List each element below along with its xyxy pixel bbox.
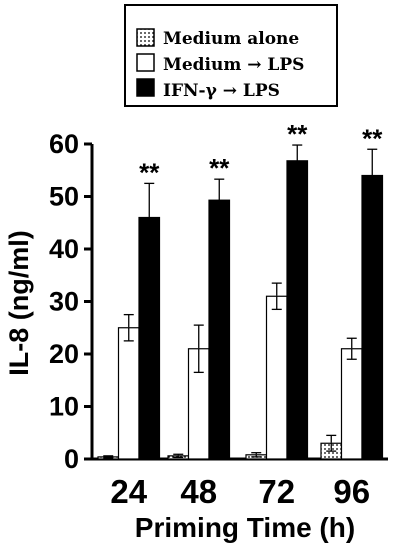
y-tick-label: 50 <box>49 182 79 212</box>
significance-marker: ** <box>287 119 308 149</box>
legend-swatch-medium-alone <box>136 28 155 47</box>
y-tick-label: 20 <box>49 339 79 369</box>
legend-swatch-medium-lps <box>136 53 155 72</box>
bar-open-24 <box>117 327 140 460</box>
significance-marker: ** <box>209 153 230 183</box>
bar-solid-48 <box>208 199 231 460</box>
x-tick-label: 96 <box>333 473 370 510</box>
x-axis-title: Priming Time (h) <box>135 512 355 543</box>
y-tick-label: 40 <box>49 234 79 264</box>
x-tick-label: 48 <box>180 473 217 510</box>
y-tick-label: 30 <box>49 287 79 317</box>
y-tick-label: 60 <box>49 129 79 159</box>
y-axis-title: IL-8 (ng/ml) <box>4 230 34 375</box>
legend: Medium alone Medium → LPS IFN-γ → LPS <box>124 4 338 107</box>
bar-open-72 <box>265 295 288 460</box>
bar-solid-96 <box>361 174 384 460</box>
x-tick-label: 72 <box>258 473 295 510</box>
bar-open-96 <box>340 348 363 460</box>
y-tick-label: 10 <box>49 392 79 422</box>
legend-label-ifn-lps: IFN-γ → LPS <box>163 81 280 101</box>
legend-label-medium-lps: Medium → LPS <box>163 55 304 75</box>
plot-area: 0 10 20 30 40 50 60 24 48 72 96 ** ** ** ** <box>49 119 388 510</box>
significance-marker: ** <box>362 123 383 153</box>
significance-marker: ** <box>139 157 160 187</box>
legend-box <box>124 4 338 107</box>
y-tick-label: 0 <box>64 444 79 474</box>
legend-label-medium-alone: Medium alone <box>163 29 299 49</box>
x-tick-label: 24 <box>110 473 147 510</box>
legend-swatch-ifn-lps <box>136 78 155 97</box>
bar-solid-72 <box>286 160 309 460</box>
bar-solid-24 <box>138 216 161 460</box>
